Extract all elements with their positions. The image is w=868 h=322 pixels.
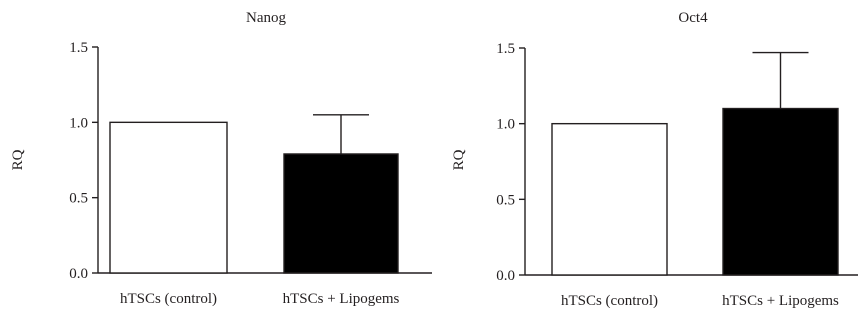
- x-category-label: hTSCs (control): [120, 291, 217, 307]
- bar-1: [551, 122, 668, 276]
- y-tick-label: 1.0: [69, 115, 88, 131]
- chart-title: Oct4: [678, 10, 708, 26]
- y-tick-label: 1.5: [496, 41, 515, 57]
- x-category-label: hTSCs + Lipogems: [283, 291, 400, 307]
- y-axis-label: RQ: [10, 149, 26, 170]
- chart-panel-1: Nanog RQ 0.0 0.5 1.0 1.5 hTSCs (control) hTSCs …: [10, 10, 432, 307]
- y-tick-label: 1.0: [496, 117, 515, 133]
- bar-2: [722, 107, 839, 276]
- x-category-label: hTSCs (control): [561, 293, 658, 309]
- chart-title: Nanog: [246, 10, 286, 26]
- x-category-label: hTSCs + Lipogems: [722, 293, 839, 309]
- y-tick-label: 0.5: [69, 191, 88, 207]
- y-tick-label: 0.0: [69, 266, 88, 282]
- bar-1: [109, 121, 228, 274]
- bar-2: [283, 153, 399, 274]
- chart-panel-2: Oct4 RQ 0.0 0.5 1.0 1.5 hTSCs (control) hTSCs +…: [451, 10, 858, 309]
- y-tick-label: 1.5: [69, 40, 88, 56]
- y-tick-label: 0.0: [496, 268, 515, 284]
- y-axis-label: RQ: [451, 149, 467, 170]
- y-tick-label: 0.5: [496, 192, 515, 208]
